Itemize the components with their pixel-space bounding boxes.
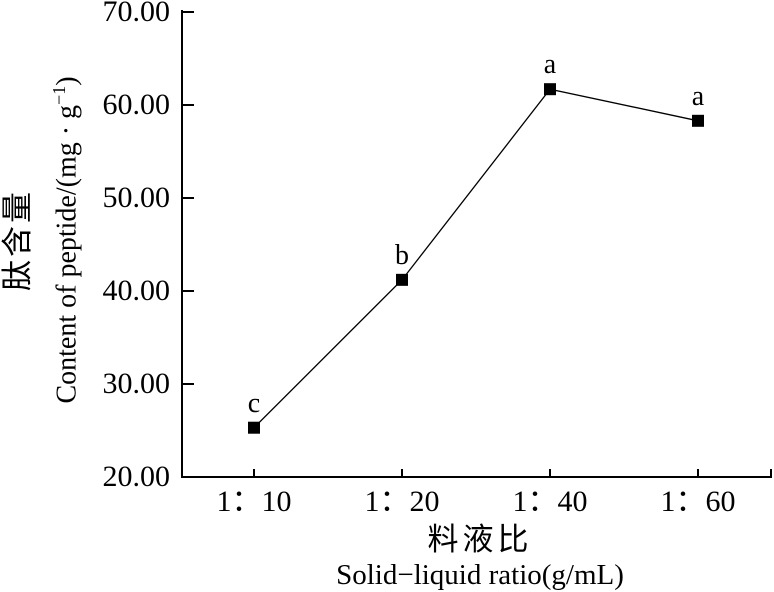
point-significance-label: b [395, 239, 409, 271]
x-tick-label: 1：20 [364, 485, 440, 518]
x-tick-label: 1：10 [216, 485, 292, 518]
y-tick-label: 60.00 [102, 88, 171, 121]
y-tick-label: 70.00 [102, 0, 171, 28]
point-significance-label: c [247, 387, 261, 419]
y-axis-title-en: Content of peptide/(mg · g−1) [39, 0, 87, 480]
x-axis-title: 料液比 Solid−liquid ratio(g/mL) [180, 522, 774, 592]
y-axis-title-en-close: ) [51, 76, 83, 86]
point-significance-label: a [543, 49, 557, 81]
x-axis-title-zh: 料液比 [427, 522, 533, 557]
y-tick-label: 40.00 [102, 274, 171, 307]
series-line [253, 88, 699, 429]
y-axis-title-zh: 肽含量 [0, 189, 35, 291]
y-tick-label: 50.00 [102, 181, 171, 214]
y-axis-title-en-text: Content of peptide/(mg · g [51, 104, 83, 404]
data-point-marker [396, 273, 408, 286]
data-point-marker [248, 421, 260, 434]
data-point-marker [544, 83, 556, 96]
point-significance-label: a [691, 80, 705, 112]
y-axis-title: 肽含量 Content of peptide/(mg · g−1) [0, 0, 84, 480]
y-tick-label: 30.00 [102, 367, 171, 400]
x-tick-label: 1：40 [512, 485, 588, 518]
y-tick-label: 20.00 [102, 460, 171, 493]
x-axis-title-en: Solid−liquid ratio(g/mL) [336, 559, 624, 591]
x-tick-label: 1：60 [660, 485, 736, 518]
data-point-marker [692, 114, 704, 127]
